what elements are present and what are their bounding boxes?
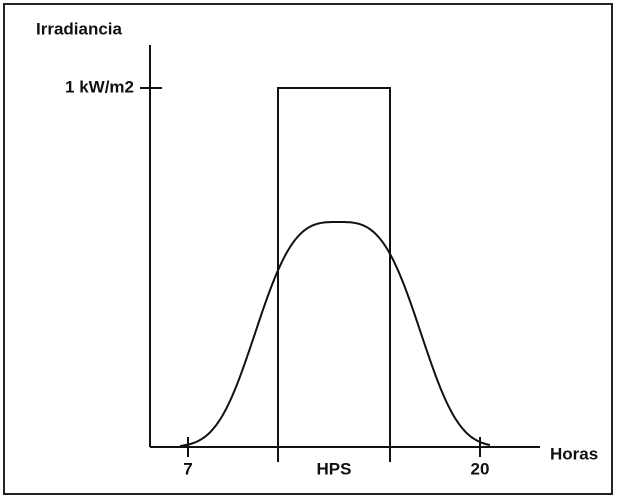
band-label: HPS	[317, 459, 352, 478]
frame	[3, 3, 613, 495]
level-label: 1 kW/m2	[65, 77, 134, 96]
irradiance-curve	[179, 221, 491, 447]
y-axis-label: Irradiancia	[36, 19, 123, 38]
hps-rectangle	[277, 87, 391, 462]
x-tick-label: 7	[183, 459, 192, 478]
x-axis-label: Horas	[550, 444, 598, 463]
x-tick-label: 20	[471, 459, 490, 478]
